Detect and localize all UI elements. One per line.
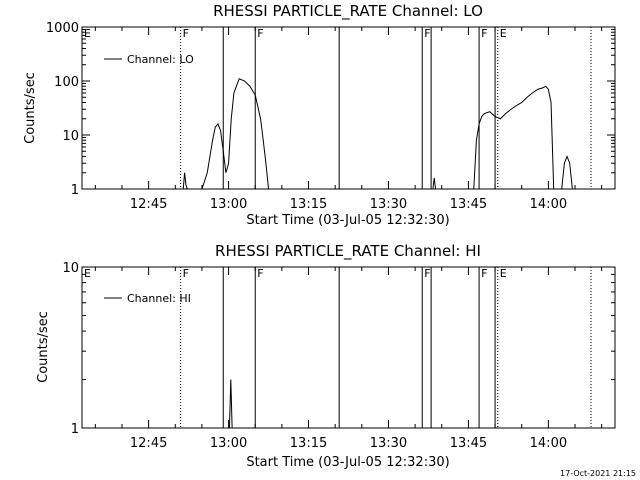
y-axis-label-hi: Counts/sec — [36, 311, 51, 383]
series-hi — [228, 379, 233, 429]
event-flag-hi: F — [257, 267, 263, 280]
y-axis-label-lo: Counts/sec — [23, 72, 38, 144]
panel-lo: RHESSI PARTICLE_RATE Channel: LO Start T… — [23, 2, 616, 228]
legend-lo: Channel: LO — [104, 53, 194, 66]
x-tick-label-lo: 12:45 — [130, 197, 167, 212]
chart-title-lo: RHESSI PARTICLE_RATE Channel: LO — [213, 2, 483, 21]
x-tick-label-hi: 13:45 — [450, 436, 487, 451]
series-lo — [182, 78, 573, 190]
x-axis-lo: 12:45 13:00 13:15 13:30 13:45 14:00 — [94, 27, 603, 212]
x-tick-label-hi: 13:15 — [290, 436, 327, 451]
plot-frame-lo — [81, 26, 616, 190]
event-flag-lo: F — [424, 27, 430, 40]
y-tick-label-hi: 10 — [62, 261, 79, 276]
y-tick-label-hi: 1 — [71, 422, 79, 437]
x-tick-label-lo: 13:30 — [370, 197, 407, 212]
x-tick-label-hi: 13:00 — [210, 436, 247, 451]
x-tick-label-lo: 13:45 — [450, 197, 487, 212]
event-flag-lo: E — [84, 27, 91, 40]
x-tick-label-lo: 13:15 — [290, 197, 327, 212]
footer-timestamp: 17-Oct-2021 21:15 — [560, 469, 636, 478]
x-tick-label-hi: 12:45 — [130, 436, 167, 451]
event-markers-hi — [180, 267, 592, 428]
event-flag-hi: F — [481, 267, 487, 280]
y-tick-label-lo: 100 — [54, 75, 79, 90]
event-flag-hi: E — [84, 267, 91, 280]
event-flag-lo: E — [500, 27, 507, 40]
y-axis-lo: 1 10 100 1000 — [46, 21, 615, 198]
event-markers-lo — [180, 27, 592, 189]
y-tick-label-lo: 1 — [71, 183, 79, 198]
y-tick-label-lo: 1000 — [46, 21, 79, 36]
legend-hi: Channel: HI — [104, 292, 191, 305]
event-flag-lo: F — [481, 27, 487, 40]
x-tick-label-hi: 13:30 — [370, 436, 407, 451]
event-flag-hi: E — [500, 267, 507, 280]
x-tick-label-hi: 14:00 — [530, 436, 567, 451]
event-flag-hi: F — [183, 267, 189, 280]
x-axis-label-lo: Start Time (03-Jul-05 12:32:30) — [246, 213, 449, 228]
event-flag-lo: F — [183, 27, 189, 40]
y-tick-label-lo: 10 — [62, 129, 79, 144]
event-flag-lo: F — [257, 27, 263, 40]
x-tick-label-lo: 14:00 — [530, 197, 567, 212]
chart-title-hi: RHESSI PARTICLE_RATE Channel: HI — [215, 242, 481, 261]
series-line-lo — [182, 78, 573, 190]
x-tick-label-lo: 13:00 — [210, 197, 247, 212]
event-flag-hi: F — [424, 267, 430, 280]
x-axis-hi: 12:45 13:00 13:15 13:30 13:45 14:00 — [94, 267, 603, 451]
legend-label-lo: Channel: LO — [127, 53, 194, 66]
x-axis-label-hi: Start Time (03-Jul-05 12:32:30) — [246, 455, 449, 470]
legend-label-hi: Channel: HI — [127, 292, 191, 305]
series-line-hi — [228, 379, 233, 429]
y-axis-hi: 1 10 — [62, 261, 615, 437]
plot-frame-hi — [81, 266, 616, 429]
panel-hi: RHESSI PARTICLE_RATE Channel: HI Start T… — [36, 242, 616, 470]
